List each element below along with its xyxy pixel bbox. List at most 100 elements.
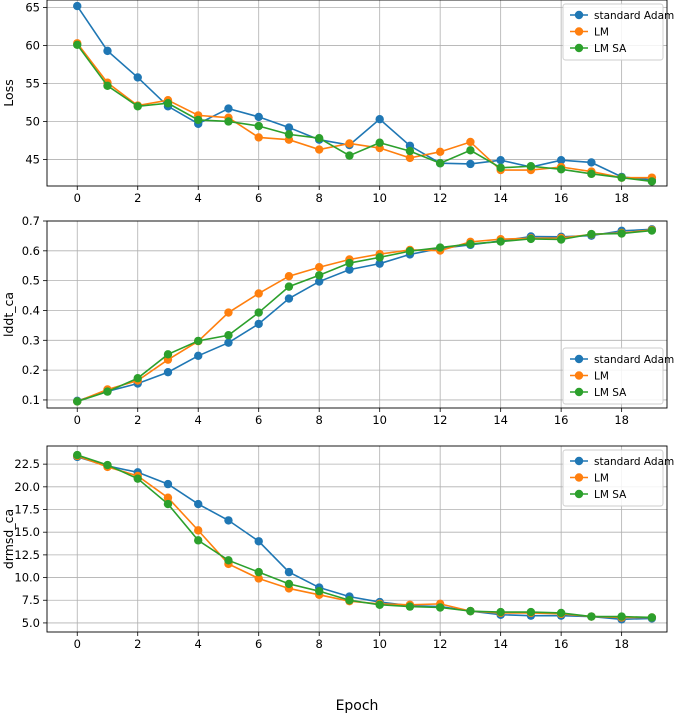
y-tick-label: 0.3 (22, 333, 40, 347)
data-point (73, 1, 82, 11)
y-tick-label: 0.5 (22, 274, 40, 288)
series-line (77, 456, 652, 621)
data-point (345, 139, 354, 148)
x-tick-label: 8 (316, 413, 323, 427)
legend-marker (574, 387, 584, 397)
data-point (526, 607, 536, 617)
data-point (284, 123, 294, 132)
x-tick-label: 18 (614, 413, 629, 427)
y-tick-label: 7.5 (22, 593, 40, 607)
data-point (284, 294, 294, 303)
legend-label: standard Adam (594, 456, 674, 468)
legend-label: LM (594, 371, 609, 383)
y-tick-label: 20.0 (14, 480, 40, 494)
series-line (76, 5, 652, 181)
data-point (73, 450, 82, 460)
x-tick-label: 0 (74, 413, 81, 427)
y-tick-label: 0.4 (22, 303, 40, 317)
data-point (375, 114, 384, 124)
data-point (163, 479, 173, 489)
x-tick-label: 6 (255, 191, 262, 205)
legend-marker (574, 489, 584, 499)
y-tick-label: 50 (25, 114, 40, 128)
axes-frame (46, 445, 668, 633)
data-point (224, 556, 233, 565)
data-point (345, 151, 354, 160)
data-point (435, 159, 445, 168)
legend-label: LM (594, 27, 609, 39)
data-point (617, 612, 626, 621)
data-point (194, 115, 203, 125)
data-point (314, 586, 324, 596)
x-tick-label: 16 (554, 191, 569, 205)
y-tick-label: 65 (25, 1, 40, 15)
data-point (163, 368, 173, 377)
data-point (103, 460, 112, 470)
data-point (254, 537, 263, 546)
x-tick-label: 12 (433, 191, 448, 205)
data-point (194, 351, 203, 361)
y-axis-label: lddt_ca (1, 292, 16, 337)
data-point (73, 397, 82, 406)
data-point (345, 258, 354, 268)
data-point (526, 162, 536, 171)
legend-marker (574, 43, 584, 53)
legend-marker (574, 27, 584, 36)
data-point (496, 607, 505, 617)
x-tick-label: 10 (372, 413, 387, 427)
data-point (556, 165, 566, 174)
chart-1: 0 2 4 6 8 10 12 14 16 18 0.1 0.2 0.3 0.4 0.5 0.6 0.7 lddt… (1, 214, 674, 427)
legend-marker (574, 473, 584, 482)
data-point (405, 153, 415, 163)
x-tick-label: 16 (554, 413, 569, 427)
x-tick-label: 8 (316, 191, 323, 205)
legend-label: standard Adam (594, 10, 674, 22)
y-tick-label: 22.5 (14, 457, 40, 471)
data-point (466, 606, 475, 616)
data-point (254, 567, 263, 577)
data-point (254, 133, 263, 142)
x-tick-label: 0 (74, 637, 81, 651)
x-tick-label: 16 (554, 637, 569, 651)
data-point (466, 146, 475, 155)
legend-label: LM SA (594, 387, 627, 399)
data-point (194, 499, 203, 509)
x-tick-label: 6 (255, 637, 262, 651)
data-point (133, 73, 142, 82)
series-line (76, 44, 652, 183)
x-tick-label: 2 (134, 191, 141, 205)
data-point (587, 229, 596, 239)
chart-0: 0 2 4 6 8 10 12 14 16 18 45 50 55 60 65 Loss standard Ad… (1, 0, 674, 205)
x-tick-label: 10 (372, 191, 387, 205)
data-point (194, 526, 203, 535)
x-tick-label: 14 (493, 637, 508, 651)
series-line (76, 42, 652, 179)
data-point (466, 239, 475, 249)
grid-lines (47, 446, 667, 632)
legend-label: standard Adam (594, 354, 674, 366)
data-point (314, 133, 324, 143)
series-lm-sa (73, 226, 657, 406)
data-point (647, 613, 657, 622)
y-axis-label: drmsd_ca (1, 509, 16, 569)
legend-label: LM SA (594, 43, 627, 55)
data-point (375, 600, 384, 609)
data-point (435, 243, 445, 252)
x-axis-label: Epoch (336, 698, 379, 713)
x-tick-label: 4 (195, 191, 202, 205)
y-tick-label: 55 (25, 77, 40, 91)
legend-marker (574, 456, 584, 466)
data-point (254, 308, 263, 317)
data-point (314, 271, 324, 280)
series-line (76, 229, 652, 403)
y-tick-label: 0.6 (22, 244, 40, 258)
data-point (133, 102, 142, 111)
series-lm-sa (73, 450, 657, 622)
y-tick-label: 17.5 (14, 503, 40, 517)
data-point (435, 147, 445, 157)
series-line (76, 228, 652, 402)
x-tick-label: 4 (195, 413, 202, 427)
series-line (76, 229, 652, 403)
data-point (556, 235, 566, 244)
